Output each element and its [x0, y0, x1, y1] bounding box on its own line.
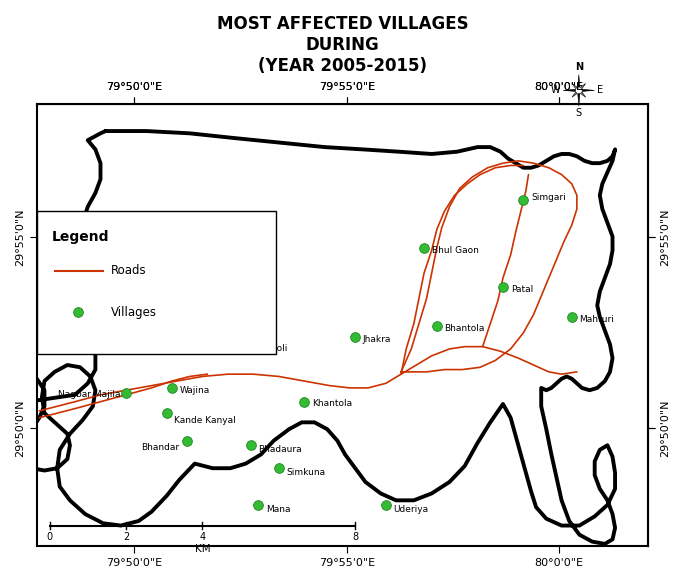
- Polygon shape: [577, 94, 580, 106]
- Polygon shape: [580, 83, 586, 89]
- Text: Simkuna: Simkuna: [286, 468, 325, 477]
- Text: Bhantola: Bhantola: [445, 324, 485, 333]
- Text: Wajina: Wajina: [179, 386, 210, 395]
- Polygon shape: [580, 92, 586, 97]
- Text: N: N: [575, 62, 583, 72]
- Text: Mahruri: Mahruri: [580, 315, 614, 324]
- FancyBboxPatch shape: [37, 211, 276, 353]
- Polygon shape: [572, 83, 577, 89]
- Text: Patal: Patal: [510, 285, 533, 294]
- Text: Bhadaura: Bhadaura: [258, 445, 302, 454]
- Text: S: S: [576, 108, 582, 118]
- Polygon shape: [563, 89, 575, 92]
- Title: MOST AFFECTED VILLAGES
DURING
(YEAR 2005-2015): MOST AFFECTED VILLAGES DURING (YEAR 2005…: [216, 15, 469, 75]
- Text: Legend: Legend: [52, 230, 110, 244]
- Text: Khantola: Khantola: [312, 399, 352, 409]
- Text: E: E: [597, 85, 603, 96]
- Text: Villages: Villages: [111, 305, 157, 319]
- Text: Simgari: Simgari: [531, 193, 566, 202]
- Text: Uderiya: Uderiya: [393, 505, 429, 514]
- Text: 2: 2: [123, 532, 129, 542]
- Text: 0: 0: [47, 532, 53, 542]
- Text: 4: 4: [199, 532, 205, 542]
- Text: Nagbar Majila: Nagbar Majila: [58, 390, 121, 399]
- Text: Mana: Mana: [266, 505, 290, 514]
- Text: Bhandar: Bhandar: [141, 443, 179, 452]
- Text: 8: 8: [352, 532, 358, 542]
- Text: Roads: Roads: [111, 265, 147, 278]
- Text: KM: KM: [195, 544, 210, 554]
- Text: Jhakra: Jhakra: [363, 335, 391, 345]
- Text: Kande Kanyal: Kande Kanyal: [175, 416, 236, 424]
- Text: Banstoli: Banstoli: [251, 345, 287, 353]
- Polygon shape: [582, 89, 595, 92]
- Polygon shape: [577, 75, 580, 87]
- Polygon shape: [572, 92, 577, 97]
- Text: Bhul Gaon: Bhul Gaon: [432, 246, 479, 255]
- Text: W: W: [551, 85, 561, 96]
